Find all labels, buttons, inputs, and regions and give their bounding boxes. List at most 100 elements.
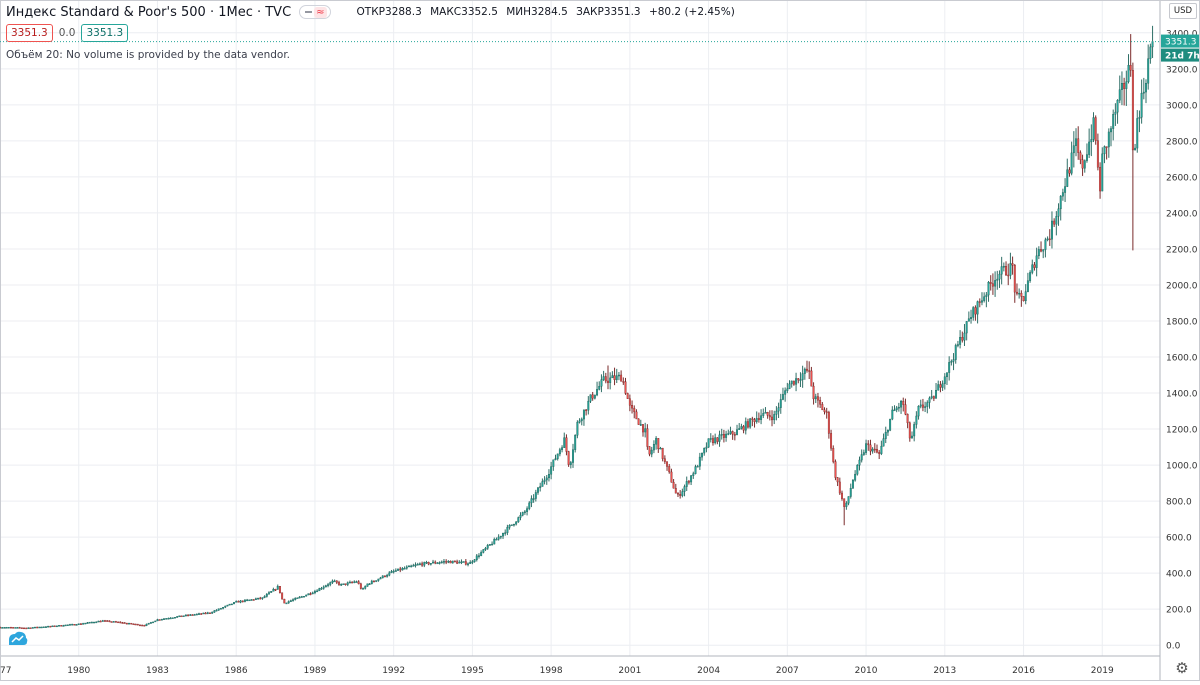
candle[interactable] (862, 452, 865, 455)
candle[interactable] (193, 614, 196, 616)
candle[interactable] (865, 443, 868, 453)
candle[interactable] (663, 458, 666, 462)
candle[interactable] (154, 620, 157, 623)
candle[interactable] (981, 300, 983, 303)
candle[interactable] (383, 575, 386, 578)
candle[interactable] (648, 446, 651, 455)
candle[interactable] (1136, 118, 1139, 149)
candle[interactable] (340, 584, 343, 586)
candle[interactable] (764, 412, 767, 414)
candle[interactable] (178, 615, 181, 618)
candle[interactable] (1020, 292, 1023, 297)
candle[interactable] (943, 376, 946, 384)
candle[interactable] (156, 619, 159, 622)
candle[interactable] (924, 406, 927, 408)
candle[interactable] (480, 552, 483, 556)
candle[interactable] (1125, 81, 1128, 89)
candle[interactable] (937, 384, 940, 391)
candle[interactable] (983, 296, 986, 301)
candle[interactable] (508, 525, 511, 528)
candle[interactable] (869, 444, 872, 452)
candle[interactable] (399, 568, 402, 571)
candle[interactable] (746, 421, 749, 428)
candle[interactable] (136, 623, 139, 626)
candle[interactable] (617, 374, 620, 377)
candle[interactable] (1134, 147, 1137, 151)
candle[interactable] (666, 461, 669, 467)
candle[interactable] (950, 360, 953, 363)
candle[interactable] (1016, 291, 1018, 294)
candle[interactable] (646, 428, 649, 447)
candle[interactable] (1090, 139, 1093, 143)
candle[interactable] (287, 601, 290, 604)
candle[interactable] (961, 337, 964, 341)
candle[interactable] (1099, 166, 1102, 192)
candle[interactable] (1094, 117, 1097, 141)
candle[interactable] (740, 426, 743, 429)
candle[interactable] (1, 627, 4, 629)
candle[interactable] (847, 496, 850, 504)
candle[interactable] (51, 625, 54, 628)
candle[interactable] (475, 555, 478, 560)
candle[interactable] (117, 621, 120, 624)
candle[interactable] (876, 449, 878, 453)
candle[interactable] (534, 492, 537, 499)
candle[interactable] (733, 434, 736, 436)
candle[interactable] (1061, 192, 1064, 197)
candle[interactable] (1081, 159, 1084, 169)
candle[interactable] (985, 294, 988, 297)
candle[interactable] (607, 380, 609, 383)
candle[interactable] (967, 318, 970, 322)
candle[interactable] (642, 424, 644, 433)
candle[interactable] (29, 627, 32, 629)
candle[interactable] (198, 613, 200, 615)
candle[interactable] (537, 487, 539, 493)
candle[interactable] (9, 627, 12, 629)
candle[interactable] (331, 580, 334, 583)
candle[interactable] (622, 381, 625, 383)
candle[interactable] (471, 561, 474, 563)
candle[interactable] (790, 380, 793, 385)
candle[interactable] (462, 561, 465, 563)
candle[interactable] (289, 600, 292, 602)
candle[interactable] (346, 582, 349, 585)
candle[interactable] (440, 561, 443, 564)
candle[interactable] (991, 283, 994, 287)
candle[interactable] (624, 381, 627, 394)
candle[interactable] (348, 581, 351, 584)
candle[interactable] (254, 598, 257, 600)
candle[interactable] (397, 568, 400, 571)
candle[interactable] (394, 570, 397, 572)
candle[interactable] (729, 431, 732, 434)
candle[interactable] (458, 561, 461, 564)
candle[interactable] (55, 625, 58, 628)
candle[interactable] (530, 498, 533, 504)
candle[interactable] (453, 560, 456, 563)
candle[interactable] (613, 375, 616, 380)
candle[interactable] (313, 591, 316, 594)
candle[interactable] (217, 608, 220, 611)
candle[interactable] (604, 376, 607, 382)
candle[interactable] (698, 456, 701, 467)
candle[interactable] (158, 619, 161, 621)
candle[interactable] (1000, 266, 1003, 275)
candle[interactable] (261, 597, 264, 599)
candle[interactable] (40, 626, 43, 629)
candle[interactable] (742, 426, 745, 431)
candle[interactable] (972, 307, 975, 318)
candle[interactable] (130, 622, 133, 625)
candle[interactable] (373, 580, 375, 583)
candle[interactable] (757, 418, 760, 420)
candle[interactable] (965, 321, 968, 334)
candle[interactable] (152, 621, 155, 624)
candle[interactable] (176, 616, 179, 618)
candle[interactable] (886, 429, 889, 433)
candle[interactable] (1096, 140, 1099, 168)
candle[interactable] (467, 563, 469, 565)
candle[interactable] (27, 627, 30, 629)
candle[interactable] (722, 434, 725, 438)
candle[interactable] (351, 581, 354, 584)
candle[interactable] (808, 370, 811, 372)
candle[interactable] (108, 620, 111, 622)
candle[interactable] (237, 601, 240, 603)
